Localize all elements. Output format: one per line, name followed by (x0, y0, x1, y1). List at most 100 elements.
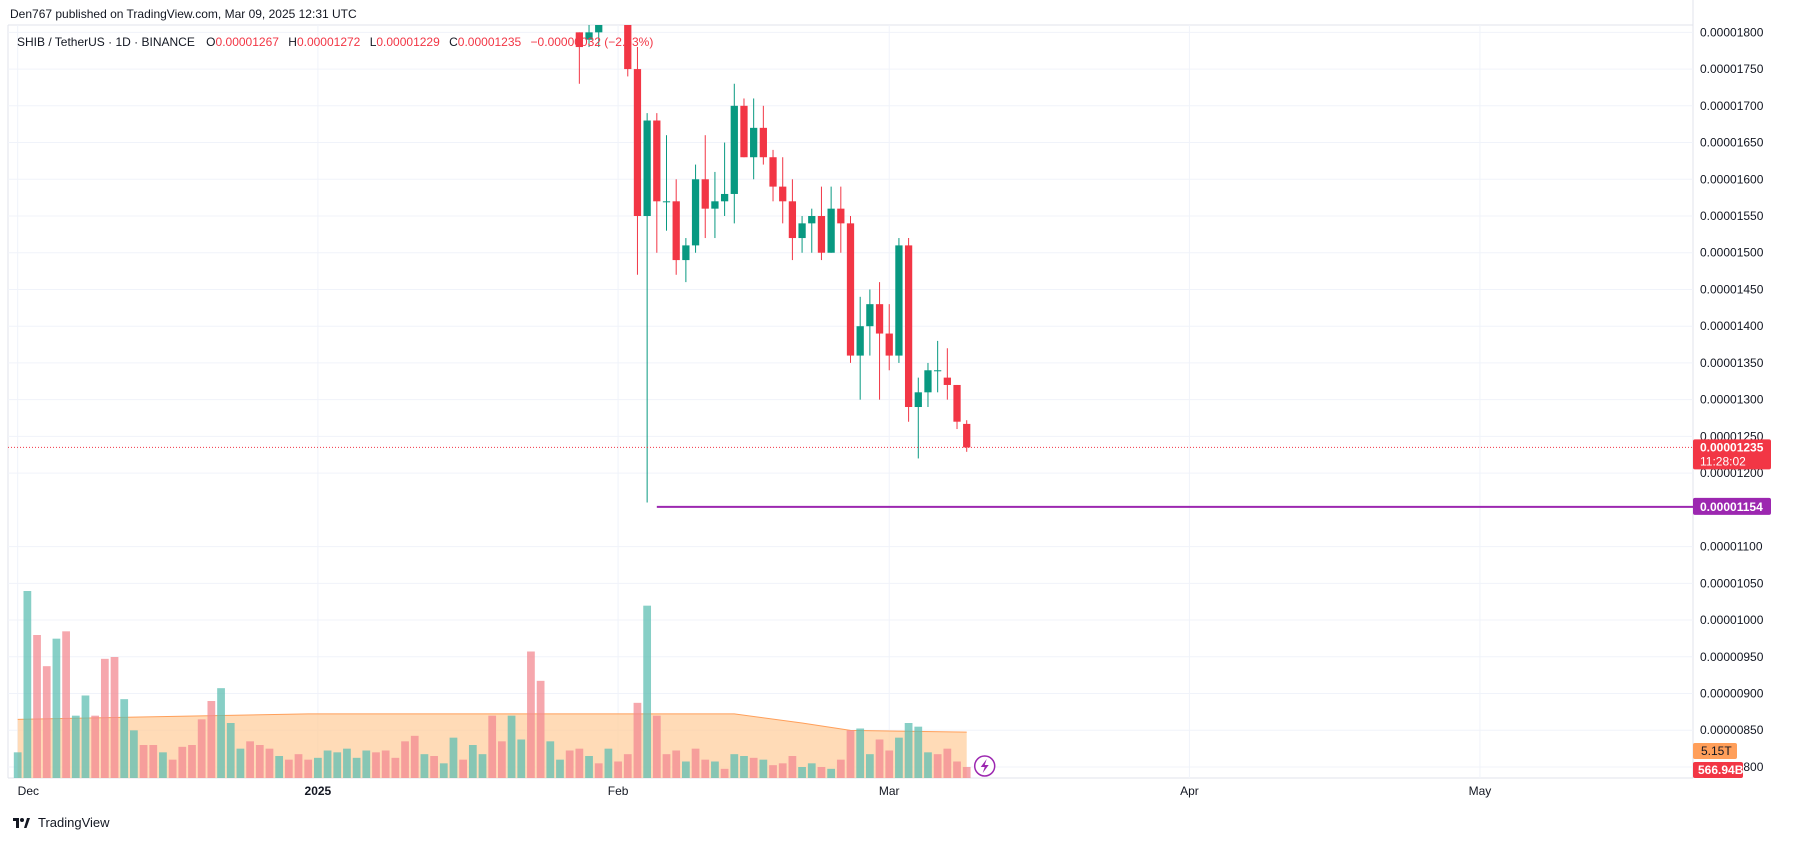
y-tick-label: 0.00001100 (1700, 540, 1763, 554)
volume-last-badge: 566.94B (1693, 762, 1744, 778)
candle-body (633, 69, 642, 217)
volume-bar (265, 748, 274, 778)
volume-bar (720, 768, 729, 778)
candles (575, 25, 971, 503)
volume-bar (788, 756, 797, 778)
candle-body (895, 245, 903, 356)
horizontal-line-value: 0.00001154 (1700, 500, 1763, 514)
current-price-badge: 0.00001235 11:28:02 (1693, 439, 1771, 470)
publisher-credit: Den767 published on TradingView.com, Mar… (10, 7, 357, 21)
volume-bar (139, 745, 148, 778)
legend-high-label: H (288, 35, 297, 49)
volume-bar (798, 767, 806, 778)
candle-body (808, 216, 816, 224)
volume-bar (149, 745, 158, 778)
volume-bar (420, 754, 429, 778)
time-axis: Dec 2025 Feb Mar Apr May (18, 784, 1492, 798)
volume-bar (759, 759, 768, 778)
volume-bar (207, 701, 216, 778)
volume-bar (546, 741, 555, 778)
legend-change: −0.00000032 (−2.53%) (531, 35, 654, 49)
candle-body (643, 120, 651, 217)
volume-bar (701, 759, 710, 778)
legend-high-value: 0.00001272 (297, 35, 361, 49)
volume-bar (304, 759, 313, 778)
volume-bar (159, 752, 167, 778)
volume-bar (933, 754, 942, 778)
volume-bar (275, 756, 284, 778)
volume-bar (120, 699, 129, 778)
volume-bar (130, 730, 138, 778)
volume-bar (672, 750, 681, 778)
lightning-icon[interactable] (973, 755, 996, 777)
y-tick-label: 0.00001800 (1700, 25, 1764, 39)
volume-bar (52, 638, 61, 778)
volume-bar (410, 735, 419, 778)
volume-bar (914, 726, 923, 778)
y-tick-label: 0.00000950 (1700, 650, 1764, 664)
volume-bar (614, 761, 622, 778)
volume-bar (682, 761, 690, 778)
volume-bar (381, 750, 390, 778)
chart-legend: SHIB / TetherUS · 1D · BINANCE O 0.000012… (17, 35, 653, 49)
volume-bar (91, 715, 100, 778)
volume-bar (604, 748, 613, 778)
volume-bar (633, 702, 642, 778)
candle-body (730, 105, 738, 194)
volume-bar (662, 754, 671, 778)
candle-body (924, 370, 932, 393)
legend-open-label: O (206, 35, 215, 49)
candle-body (837, 208, 845, 224)
price-axis: 0.00001800 0.00001750 0.00001700 0.00001650… (1700, 25, 1764, 774)
candle-body (866, 304, 874, 327)
volume-bar (846, 730, 855, 778)
countdown-value: 11:28:02 (1700, 454, 1746, 468)
y-tick-label: 0.00001200 (1700, 466, 1764, 480)
volume-bar (23, 591, 32, 778)
volume-bar (565, 750, 574, 778)
volume-bar (236, 748, 245, 778)
footer-brand: TradingView (38, 815, 110, 830)
volume-bar (498, 741, 506, 778)
volume-bar (536, 680, 545, 778)
volume-bar (343, 748, 351, 778)
volume-bar (71, 715, 80, 778)
volume-bar (943, 748, 952, 778)
legend-symbol: SHIB / TetherUS · 1D · BINANCE (17, 35, 195, 49)
volume-bar (885, 750, 894, 778)
y-tick-label: 0.00001400 (1700, 319, 1764, 333)
candle-body (827, 208, 835, 253)
y-tick-label: 0.00001550 (1700, 209, 1764, 223)
y-tick-label: 0.00001600 (1700, 172, 1764, 186)
volume-bar (13, 752, 22, 778)
volume-bar (226, 723, 235, 778)
candle-body (575, 32, 583, 48)
candle-body (624, 25, 632, 70)
volume-bar (439, 763, 448, 778)
volume-bar (100, 658, 109, 778)
y-tick-label: 0.00000900 (1700, 687, 1764, 701)
volume-bar (924, 752, 932, 778)
volume-ma-value: 5.15T (1701, 744, 1732, 758)
volume-bar (769, 765, 777, 778)
candle-body (750, 127, 758, 158)
candle-body (595, 25, 603, 33)
volume-bar (730, 754, 739, 778)
volume-bar (904, 723, 913, 778)
candle-body (846, 223, 855, 356)
candle-body (788, 201, 797, 239)
y-tick-label: 0.00000850 (1700, 723, 1764, 737)
x-tick-label: Mar (879, 784, 900, 798)
volume-ma-line (17, 713, 967, 733)
y-tick-label: 0.00001700 (1700, 99, 1764, 113)
candle-body (798, 223, 806, 239)
candle-body (943, 377, 951, 385)
candle-body (904, 245, 913, 408)
volume-bar (110, 657, 119, 778)
volume-bar (556, 759, 564, 778)
candle-body (711, 201, 719, 209)
candle-body (875, 304, 884, 334)
legend-close-label: C (449, 35, 458, 49)
volume-last-value: 566.94B (1698, 763, 1744, 777)
